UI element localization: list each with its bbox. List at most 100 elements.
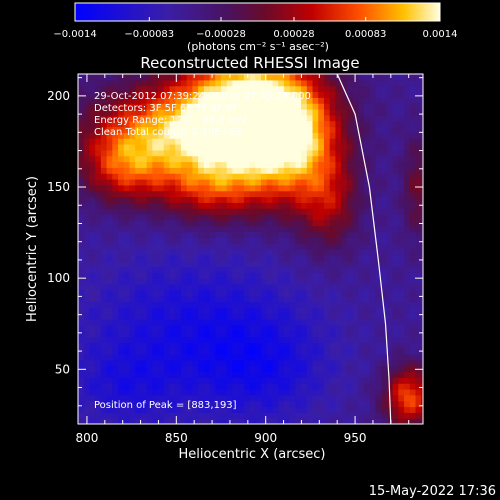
heatmap-cell: [232, 190, 239, 198]
heatmap-cell: [180, 74, 188, 81]
heatmap-cell: [312, 342, 319, 349]
heatmap-cell: [318, 313, 325, 320]
heatmap-cell: [106, 354, 113, 361]
heatmap-cell: [158, 79, 165, 87]
heatmap-cell: [118, 97, 125, 104]
heatmap-cell: [301, 167, 308, 174]
heatmap-cell: [238, 196, 245, 203]
heatmap-cell: [221, 289, 228, 297]
heatmap-cell: [83, 278, 91, 285]
heatmap-cell: [203, 319, 211, 326]
heatmap-cell: [346, 114, 354, 122]
heatmap-cell: [249, 190, 256, 198]
heatmap-cell: [358, 342, 365, 349]
heatmap-cell: [323, 412, 331, 419]
heatmap-cell: [278, 272, 285, 279]
heatmap-cell: [135, 254, 142, 262]
heatmap-cell: [112, 202, 119, 209]
heatmap-cell: [415, 400, 422, 408]
heatmap-cell: [398, 74, 405, 81]
heatmap-cell: [192, 167, 199, 174]
heatmap-cell: [152, 109, 159, 116]
heatmap-cell: [295, 301, 302, 308]
heatmap-cell: [243, 79, 251, 87]
heatmap-cell: [421, 412, 423, 419]
heatmap-cell: [352, 97, 359, 104]
heatmap-cell: [404, 313, 411, 320]
heatmap-cell: [209, 324, 216, 332]
heatmap-cell: [118, 348, 125, 355]
heatmap-cell: [415, 161, 422, 168]
heatmap-cell: [221, 231, 228, 238]
heatmap-cell: [364, 109, 371, 116]
heatmap-cell: [335, 272, 342, 279]
heatmap-cell: [386, 237, 394, 244]
heatmap-cell: [95, 319, 102, 326]
heatmap-cell: [226, 266, 234, 273]
heatmap-cell: [215, 266, 222, 273]
heatmap-cell: [278, 342, 285, 349]
heatmap-cell: [289, 184, 296, 192]
heatmap-cell: [221, 348, 228, 355]
heatmap-cell: [346, 243, 354, 250]
heatmap-cell: [78, 243, 85, 250]
heatmap-cell: [163, 155, 171, 163]
heatmap-cell: [278, 319, 285, 326]
heatmap-cell: [198, 219, 205, 227]
heatmap-cell: [232, 231, 239, 238]
heatmap-cell: [95, 190, 102, 198]
heatmap-cell: [243, 190, 251, 198]
heatmap-cell: [226, 389, 234, 396]
heatmap-cell: [278, 149, 285, 157]
heatmap-cell: [421, 231, 423, 238]
heatmap-cell: [421, 184, 423, 192]
heatmap-cell: [78, 400, 85, 408]
heatmap-cell: [404, 418, 411, 424]
heatmap-cell: [209, 126, 216, 133]
heatmap-cell: [272, 412, 279, 419]
heatmap-cell: [243, 167, 251, 174]
heatmap-cell: [100, 144, 108, 151]
heatmap-cell: [261, 184, 268, 192]
heatmap-cell: [301, 225, 308, 233]
heatmap-cell: [392, 266, 399, 273]
heatmap-cell: [180, 289, 188, 297]
heatmap-cell: [341, 301, 348, 308]
heatmap-cell: [249, 184, 256, 192]
heatmap-cell: [375, 184, 382, 192]
heatmap-cell: [152, 383, 159, 390]
heatmap-cell: [341, 132, 348, 139]
heatmap-cell: [301, 394, 308, 402]
heatmap-cell: [203, 214, 211, 221]
heatmap-cell: [346, 208, 354, 215]
heatmap-cell: [146, 155, 153, 163]
heatmap-cell: [209, 365, 216, 373]
heatmap-cell: [323, 272, 331, 279]
heatmap-cell: [186, 79, 193, 87]
heatmap-cell: [323, 243, 331, 250]
heatmap-cell: [409, 406, 417, 413]
heatmap-cell: [135, 138, 142, 145]
heatmap-cell: [261, 278, 268, 285]
heatmap-cell: [186, 184, 193, 192]
heatmap-cell: [381, 85, 388, 93]
heatmap-cell: [329, 237, 337, 244]
heatmap-cell: [346, 219, 354, 227]
heatmap-cell: [95, 272, 102, 279]
heatmap-cell: [392, 319, 399, 326]
heatmap-cell: [112, 412, 119, 419]
heatmap-cell: [129, 120, 136, 128]
heatmap-cell: [232, 249, 239, 256]
heatmap-cell: [163, 138, 171, 145]
heatmap-cell: [249, 225, 256, 233]
heatmap-cell: [272, 138, 279, 145]
heatmap-cell: [135, 389, 142, 396]
heatmap-cell: [221, 383, 228, 390]
heatmap-cell: [215, 120, 222, 128]
heatmap-cell: [152, 161, 159, 168]
heatmap-cell: [118, 324, 125, 332]
heatmap-cell: [158, 190, 165, 198]
heatmap-cell: [198, 383, 205, 390]
heatmap-cell: [375, 359, 382, 367]
